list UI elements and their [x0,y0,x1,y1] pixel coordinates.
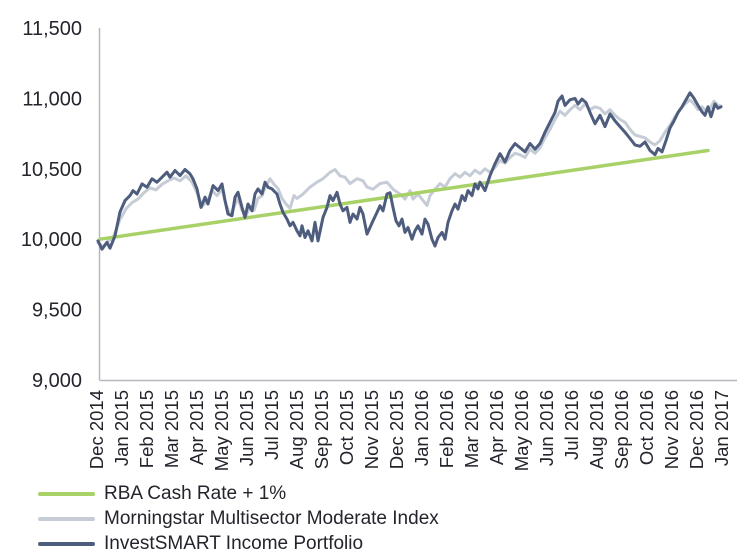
y-axis-labels: 11,500 11,000 10,500 10,000 9,500 9,000 [21,18,82,392]
x-axis-tick-label: Jun 2015 [236,390,257,466]
series-lines [96,91,723,251]
x-axis-tick-label: Feb 2015 [136,390,157,468]
x-axis-tick-label: Mar 2016 [461,390,482,468]
y-axis-tick-label: 10,000 [21,229,82,251]
x-axis-tick-label: Jul 2015 [261,390,282,460]
x-axis-tick-label: Sep 2015 [311,390,332,469]
y-axis-tick-label: 10,500 [21,159,82,181]
x-axis-tick-label: May 2016 [511,390,532,471]
x-axis-tick-label: Oct 2015 [336,390,357,465]
legend-label-rba-cash-rate: RBA Cash Rate + 1% [104,483,287,504]
x-axis-tick-label: Oct 2016 [636,390,657,465]
axes [98,28,737,382]
x-axis-tick-label: Jan 2017 [711,390,732,466]
x-axis-tick-label: Apr 2015 [186,390,207,465]
legend-item-rba-cash-rate: RBA Cash Rate + 1% [38,481,439,506]
x-axis-tick-label: May 2015 [211,390,232,471]
legend-item-morningstar-index: Morningstar Multisector Moderate Index [38,506,439,531]
x-axis-tick-label: Jun 2016 [536,390,557,466]
legend-swatch-green-line [38,491,95,496]
series-line-investsmart [96,91,723,251]
series-line-morningstar [96,98,723,249]
legend-label-morningstar-index: Morningstar Multisector Moderate Index [104,508,439,529]
performance-line-chart: 11,500 11,000 10,500 10,000 9,500 9,000 Dec 2… [21,18,737,471]
x-axis-labels: Dec 2014 Jan 2015 Feb 2015 Mar 2015 Apr 2015… [86,390,732,471]
x-axis-tick-label: Sep 2016 [611,390,632,469]
x-axis-tick-label: Dec 2014 [86,390,107,469]
x-axis-tick-label: Aug 2015 [286,390,307,469]
y-axis-tick-label: 11,500 [22,18,82,40]
legend-label-investsmart-portfolio: InvestSMART Income Portfolio [104,533,364,554]
y-axis-tick-label: 11,000 [22,88,82,110]
y-axis-tick-label: 9,500 [32,300,82,322]
x-axis-tick-label: Nov 2015 [361,390,382,469]
series-line-rba [98,148,710,241]
x-axis-tick-label: Dec 2016 [686,390,707,469]
legend-swatch-gray-line [38,516,95,521]
chart-legend: RBA Cash Rate + 1% Morningstar Multisect… [38,481,439,556]
x-axis-tick-label: Mar 2015 [161,390,182,468]
x-axis-tick-label: Jan 2016 [411,390,432,466]
legend-swatch-navy-line [38,541,95,546]
x-axis-tick-label: Jul 2016 [561,390,582,460]
x-axis-tick-label: Aug 2016 [586,390,607,469]
y-axis-tick-label: 9,000 [32,370,82,392]
x-axis-tick-label: Feb 2016 [436,390,457,468]
x-axis-tick-label: Apr 2016 [486,390,507,465]
legend-item-investsmart-portfolio: InvestSMART Income Portfolio [38,531,439,556]
x-axis-tick-label: Dec 2015 [386,390,407,469]
x-axis-tick-label: Nov 2016 [661,390,682,469]
x-axis-tick-label: Jan 2015 [111,390,132,466]
